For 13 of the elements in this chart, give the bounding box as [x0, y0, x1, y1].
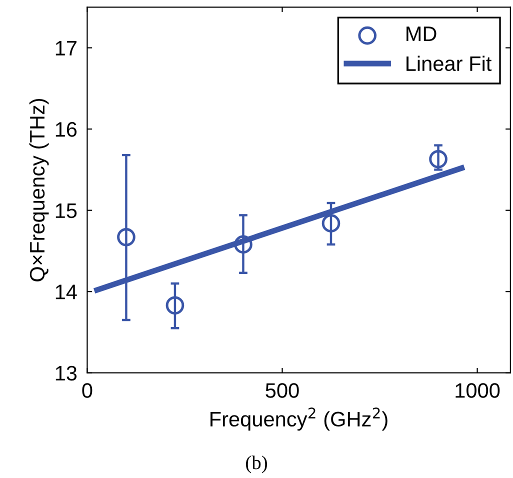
y-tick-label: 14 — [56, 284, 77, 300]
y-tick-label: 15 — [56, 204, 77, 218]
y-axis-title: Q×Frequency (THz) — [29, 98, 49, 282]
text: (b) — [246, 456, 267, 474]
legend-label: MD — [406, 26, 436, 42]
x-tick-label: 1000 — [456, 383, 500, 398]
y-tick-label: 16 — [56, 122, 77, 137]
x-tick-label: 500 — [266, 383, 299, 398]
y-tick-label: 17 — [56, 41, 76, 56]
x-tick-label: 0 — [82, 383, 92, 398]
y-tick-label: 13 — [56, 366, 77, 381]
legend-label: Linear Fit — [406, 56, 492, 72]
x-axis-title: Frequency$^{2}$ (GHz$^{2}$) — [210, 408, 388, 431]
